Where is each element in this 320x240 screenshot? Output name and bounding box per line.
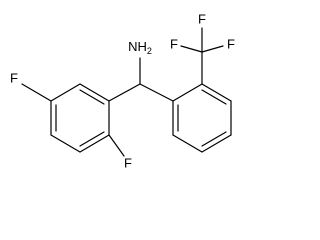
amine-label: NH2 (128, 39, 152, 56)
bonds (21, 27, 232, 157)
amine-subscript: 2 (147, 46, 152, 56)
fluorine-label: F (10, 70, 18, 85)
fluorine-label: F (170, 36, 178, 51)
amine-text: NH (128, 39, 147, 54)
fluorine-label: F (124, 155, 132, 170)
fluorine-label: F (227, 36, 235, 51)
fluorine-label: F (198, 11, 206, 26)
molecule-diagram: NH2 F F F F F (10, 11, 235, 170)
